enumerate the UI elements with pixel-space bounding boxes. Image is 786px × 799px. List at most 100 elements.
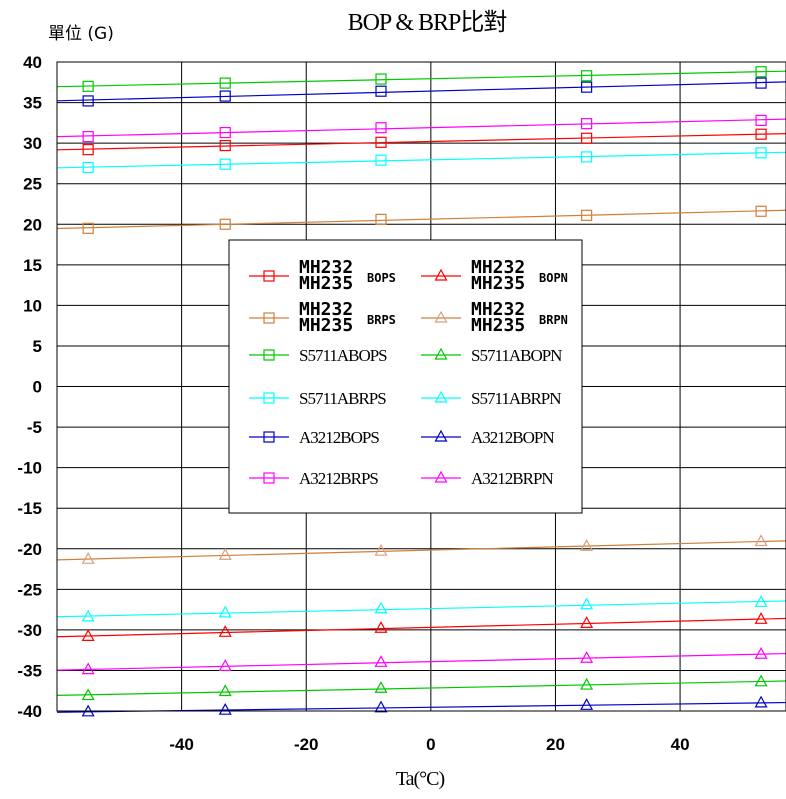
series-line [56,81,786,102]
data-point-square [375,213,387,225]
series-line [56,680,786,697]
x-tick-label: -40 [169,735,194,754]
x-axis-label: Ta(°C) [396,768,445,790]
y-tick-label: 25 [23,175,42,194]
x-tick-label: 40 [671,735,690,754]
legend-label-suffix: BRPS [367,313,396,327]
legend-label-suffix: BOPN [539,271,568,285]
data-point-square [219,126,231,139]
legend-marker-square [263,312,275,324]
data-point-triangle [754,534,768,547]
data-point-triangle [374,700,388,713]
legend-label: A3212BRPN [471,469,553,488]
legend-item: A3212BOPS [249,428,380,447]
legend-label-line1: MH232 [299,257,353,278]
data-point-square [581,132,593,144]
legend-label-line1: MH232 [471,299,525,320]
data-point-triangle [754,674,768,687]
data-point-square [375,154,387,166]
legend-label: A3212BRPS [299,469,378,488]
legend-marker-triangle [434,390,448,403]
x-tick-label: -20 [294,735,319,754]
data-point-triangle [218,702,232,715]
legend-marker-triangle [434,429,448,442]
data-point-triangle [374,601,388,614]
y-tick-label: -15 [17,499,42,518]
legend-item: S5711ABRPS [249,389,387,408]
legend-label-line2: MH235 [299,273,353,294]
data-point-triangle [580,597,594,610]
data-point-triangle [218,684,232,697]
series-line [56,652,786,671]
data-point-triangle [374,621,388,633]
legend-label: S5711ABRPN [471,389,561,408]
legend-label-suffix: BRPN [539,313,568,327]
legend-box [228,239,583,514]
data-point-triangle [580,677,594,690]
y-tick-label: 0 [33,378,42,397]
legend-marker-triangle [434,470,448,483]
data-point-square [581,118,593,130]
legend-label: A3212BOPN [471,428,554,447]
y-tick-label: 5 [33,337,42,356]
data-point-square [375,122,387,134]
data-point-triangle [580,698,594,710]
legend-item: S5711ABOPN [421,346,563,365]
data-point-square [82,131,94,143]
data-point-triangle [81,629,95,641]
legend-label-line1: MH232 [471,257,525,278]
series-line [56,209,786,230]
data-point-triangle [580,616,594,628]
series-line [56,70,786,88]
series-line [56,617,786,638]
legend-label-line2: MH235 [299,315,353,336]
data-point-square [755,128,767,140]
data-point-triangle [81,688,95,701]
x-tick-label: 0 [426,735,435,754]
y-tick-label: 35 [23,94,42,113]
data-point-square [755,114,767,127]
data-point-triangle [754,612,768,624]
legend-label-line1: MH232 [299,299,353,320]
data-point-triangle [218,605,232,618]
data-point-square [82,144,94,156]
data-point-triangle [218,659,232,671]
plot-frame [56,61,786,712]
data-point-square [219,139,231,152]
legend-marker-square [263,349,275,361]
data-point-square [219,158,231,170]
legend-item: A3212BOPN [421,428,555,447]
data-point-triangle [754,695,768,708]
y-tick-label: -40 [17,702,42,721]
y-tick-label: 10 [23,296,42,315]
legend-item: A3212BRPS [249,469,379,488]
y-tick-label: -30 [17,621,42,640]
legend-marker-square [263,431,275,443]
y-axis-ticks: 40 35 30 25 20 15 10 5 0 -5 -10 -15 -20 -25 -30 -35 -40 [17,53,42,721]
data-point-triangle [580,651,594,663]
data-point-square [581,209,593,221]
series-line [56,132,786,151]
data-point-square [755,205,767,217]
legend-marker-square [263,270,275,282]
data-point-triangle [754,595,768,607]
series-line [56,151,786,169]
legend-label-suffix: BOPS [367,271,396,285]
data-point-square [82,95,94,107]
legend-marker-triangle [434,347,448,360]
series-lines [56,70,786,713]
y-tick-label: -10 [17,459,42,478]
y-tick-label: -20 [17,540,42,559]
data-point-square [375,85,387,97]
y-tick-label: 40 [23,53,42,72]
legend-label: S5711ABRPS [299,389,386,408]
legend-marker-square [263,472,275,484]
data-point-triangle [374,543,388,556]
legend-marker-square [263,392,275,404]
data-point-square [82,80,94,92]
series-line [56,540,786,561]
data-point-square [219,77,231,89]
